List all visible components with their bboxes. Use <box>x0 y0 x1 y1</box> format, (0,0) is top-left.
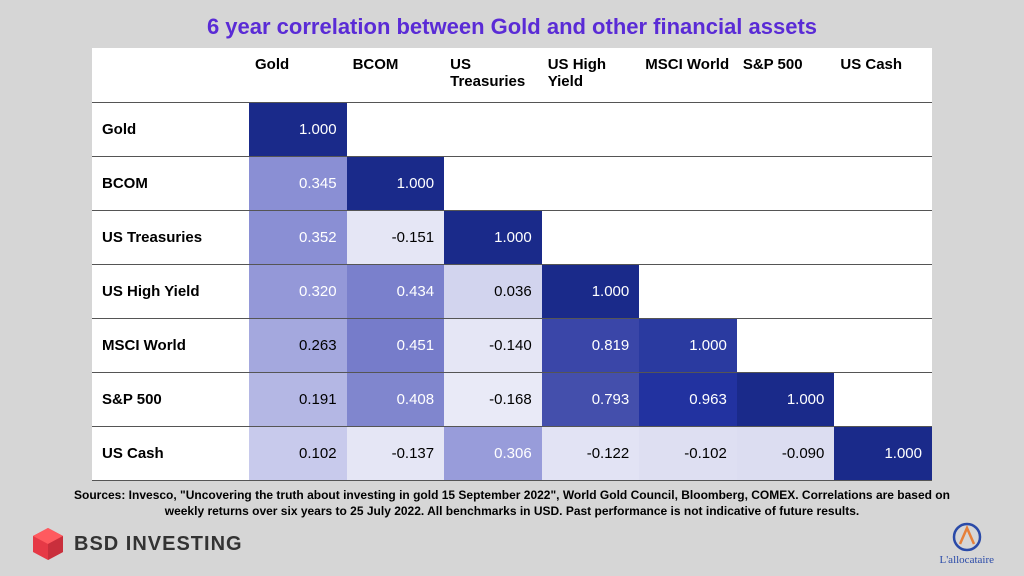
col-header: MSCI World <box>639 48 737 102</box>
correlation-cell <box>737 102 835 156</box>
correlation-cell: 1.000 <box>834 426 932 480</box>
row-label: MSCI World <box>92 318 249 372</box>
chart-title: 6 year correlation between Gold and othe… <box>0 0 1024 48</box>
correlation-cell: 0.963 <box>639 372 737 426</box>
bsd-logo-text: BSD INVESTING <box>74 533 243 556</box>
correlation-table-container: Gold BCOM US Treasuries US High Yield MS… <box>92 48 932 481</box>
correlation-cell <box>834 372 932 426</box>
correlation-cell: 0.306 <box>444 426 542 480</box>
correlation-cell: 0.320 <box>249 264 347 318</box>
correlation-cell: -0.122 <box>542 426 640 480</box>
correlation-cell: 1.000 <box>542 264 640 318</box>
correlation-cell: 0.434 <box>347 264 445 318</box>
correlation-cell <box>639 264 737 318</box>
allocataire-text: L'allocataire <box>939 554 994 566</box>
correlation-cell: 1.000 <box>737 372 835 426</box>
correlation-cell <box>834 102 932 156</box>
correlation-cell: 0.793 <box>542 372 640 426</box>
row-label: US Treasuries <box>92 210 249 264</box>
correlation-cell: 1.000 <box>249 102 347 156</box>
correlation-cell: 0.352 <box>249 210 347 264</box>
correlation-cell <box>542 102 640 156</box>
table-header-row: Gold BCOM US Treasuries US High Yield MS… <box>92 48 932 102</box>
correlation-cell: 1.000 <box>639 318 737 372</box>
correlation-cell: -0.151 <box>347 210 445 264</box>
correlation-cell <box>834 318 932 372</box>
correlation-cell: 0.345 <box>249 156 347 210</box>
col-header: S&P 500 <box>737 48 835 102</box>
correlation-cell: 0.036 <box>444 264 542 318</box>
table-row: MSCI World0.2630.451-0.1400.8191.000 <box>92 318 932 372</box>
correlation-cell: 1.000 <box>347 156 445 210</box>
table-row: BCOM0.3451.000 <box>92 156 932 210</box>
col-header: US High Yield <box>542 48 640 102</box>
correlation-cell <box>444 102 542 156</box>
correlation-cell: -0.102 <box>639 426 737 480</box>
correlation-cell <box>639 210 737 264</box>
correlation-cell <box>834 264 932 318</box>
col-header: US Treasuries <box>444 48 542 102</box>
row-label: US Cash <box>92 426 249 480</box>
correlation-cell <box>542 156 640 210</box>
correlation-cell <box>737 264 835 318</box>
row-label: S&P 500 <box>92 372 249 426</box>
allocataire-icon <box>952 522 982 552</box>
correlation-cell: -0.168 <box>444 372 542 426</box>
correlation-cell <box>737 210 835 264</box>
sources-text: Sources: Invesco, "Uncovering the truth … <box>0 481 1024 519</box>
correlation-cell: 1.000 <box>444 210 542 264</box>
allocataire-logo: L'allocataire <box>939 522 994 566</box>
correlation-cell <box>834 156 932 210</box>
col-header: BCOM <box>347 48 445 102</box>
correlation-cell <box>347 102 445 156</box>
footer: BSD INVESTING L'allocataire <box>0 522 1024 566</box>
row-label: Gold <box>92 102 249 156</box>
table-row: US Treasuries0.352-0.1511.000 <box>92 210 932 264</box>
table-row: S&P 5000.1910.408-0.1680.7930.9631.000 <box>92 372 932 426</box>
bsd-hex-icon <box>30 526 66 562</box>
correlation-cell: -0.140 <box>444 318 542 372</box>
correlation-cell: -0.090 <box>737 426 835 480</box>
row-label: US High Yield <box>92 264 249 318</box>
row-label: BCOM <box>92 156 249 210</box>
correlation-cell <box>737 156 835 210</box>
table-row: Gold1.000 <box>92 102 932 156</box>
correlation-cell: 0.451 <box>347 318 445 372</box>
bsd-logo: BSD INVESTING <box>30 526 243 562</box>
correlation-cell <box>444 156 542 210</box>
correlation-cell <box>542 210 640 264</box>
col-header: US Cash <box>834 48 932 102</box>
correlation-cell: 0.263 <box>249 318 347 372</box>
header-blank <box>92 48 249 102</box>
correlation-cell: 0.408 <box>347 372 445 426</box>
correlation-cell <box>639 156 737 210</box>
correlation-cell <box>639 102 737 156</box>
correlation-cell <box>834 210 932 264</box>
correlation-cell <box>737 318 835 372</box>
correlation-cell: 0.819 <box>542 318 640 372</box>
correlation-cell: -0.137 <box>347 426 445 480</box>
table-row: US High Yield0.3200.4340.0361.000 <box>92 264 932 318</box>
correlation-cell: 0.102 <box>249 426 347 480</box>
col-header: Gold <box>249 48 347 102</box>
correlation-table: Gold BCOM US Treasuries US High Yield MS… <box>92 48 932 481</box>
table-row: US Cash0.102-0.1370.306-0.122-0.102-0.09… <box>92 426 932 480</box>
correlation-cell: 0.191 <box>249 372 347 426</box>
